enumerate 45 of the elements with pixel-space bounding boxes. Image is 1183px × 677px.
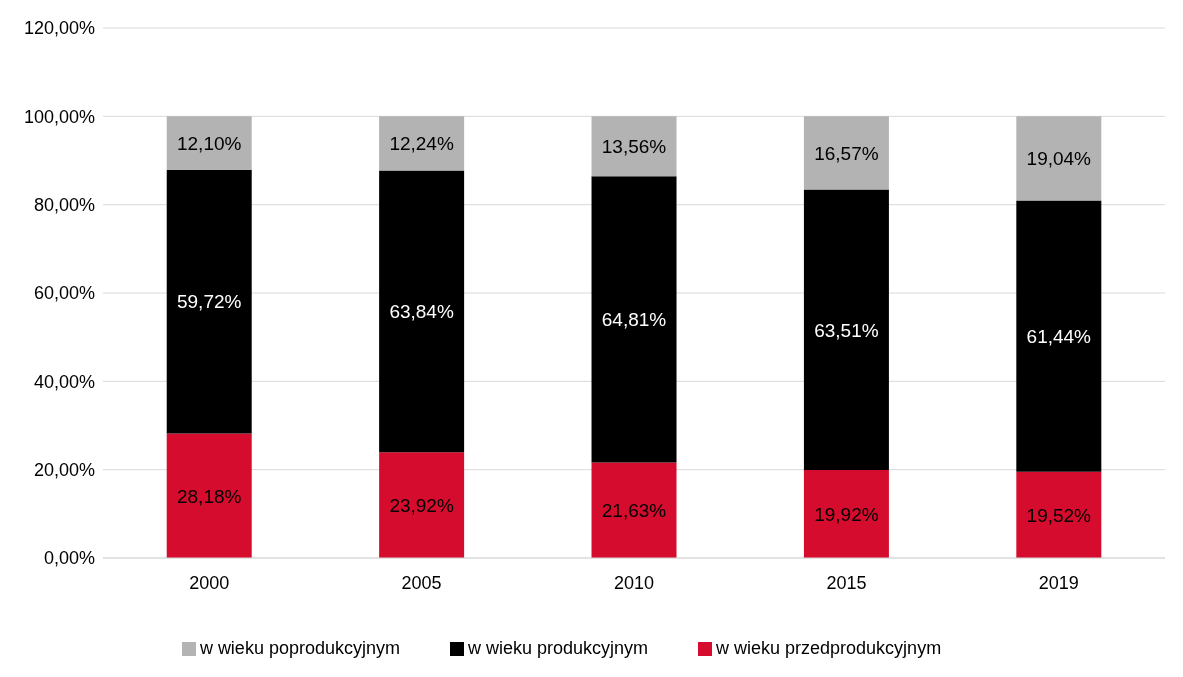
y-tick-label: 60,00%: [33, 283, 95, 304]
data-label: 61,44%: [1026, 325, 1092, 347]
y-tick-label: 80,00%: [33, 195, 95, 216]
data-label: 63,51%: [814, 319, 879, 341]
legend-label: w wieku przedprodukcyjnym: [716, 638, 942, 658]
y-tick-label: 0,00%: [43, 548, 95, 569]
data-label: 21,63%: [601, 499, 667, 521]
bar: [166, 169, 252, 434]
bar: [166, 433, 252, 558]
data-label: 64,81%: [601, 309, 667, 331]
bar: [1016, 200, 1102, 472]
bar: [591, 176, 677, 463]
y-tick-label: 120,00%: [23, 18, 95, 39]
data-label: 63,84%: [389, 301, 454, 323]
y-tick-label: 40,00%: [33, 371, 95, 392]
bar: [379, 452, 465, 558]
data-label: 19,92%: [814, 503, 879, 525]
data-label: 16,57%: [814, 142, 879, 164]
data-label: 12,24%: [389, 133, 454, 155]
bar: [803, 116, 889, 190]
legend-label: w wieku produkcyjnym: [467, 638, 649, 658]
data-label: 19,04%: [1026, 148, 1092, 170]
data-label: 59,72%: [176, 291, 242, 313]
y-tick-label: 20,00%: [33, 460, 95, 481]
bar: [591, 116, 677, 177]
legend-label: w wieku poprodukcyjnym: [199, 638, 400, 658]
bar: [591, 462, 677, 558]
data-label: 13,56%: [601, 136, 667, 158]
x-tick-label: 2015: [826, 572, 867, 593]
bar: [803, 189, 889, 471]
x-tick-label: 2005: [401, 572, 442, 593]
bar: [1016, 116, 1102, 201]
data-label: 19,52%: [1026, 504, 1092, 526]
bar: [379, 170, 465, 453]
bar: [1016, 471, 1102, 558]
bar: [803, 470, 889, 558]
bar: [379, 116, 465, 171]
x-tick-label: 2010: [613, 572, 655, 593]
bar: [166, 116, 252, 170]
y-tick-label: 100,00%: [23, 106, 95, 127]
data-label: 12,10%: [176, 132, 242, 154]
data-label: 28,18%: [176, 485, 242, 507]
x-tick-label: 2019: [1038, 572, 1079, 593]
x-tick-label: 2000: [189, 572, 230, 593]
data-label: 23,92%: [389, 494, 454, 516]
